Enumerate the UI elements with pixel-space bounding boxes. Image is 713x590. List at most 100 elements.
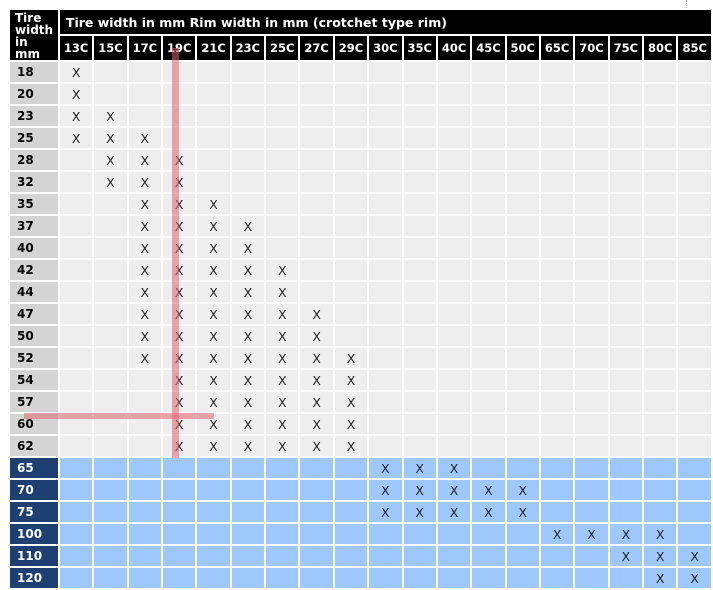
- table-cell: [229, 170, 267, 194]
- table-cell: [160, 500, 198, 524]
- table-cell: [538, 566, 576, 590]
- table-cell: [92, 368, 129, 392]
- table-body: 18 X 20 X 23 X X 25 X X X 28 X X X 32 X X X 35 X X X 37 X X X X 40 X X…: [8, 60, 713, 590]
- compatible-mark: X: [160, 346, 198, 370]
- table-cell: [298, 456, 335, 480]
- table-cell: [195, 500, 232, 524]
- table-cell: [504, 104, 541, 128]
- table-row: 35 X X X: [8, 192, 713, 216]
- table-cell: [332, 192, 370, 216]
- compatible-mark: X: [538, 522, 576, 546]
- table-cell: [367, 126, 404, 150]
- table-title: Tire width in mm Rim width in mm (crotch…: [57, 8, 713, 36]
- compatible-mark: X: [367, 456, 404, 480]
- table-cell: [676, 280, 713, 304]
- rim-width-25c: 25C: [264, 34, 301, 62]
- table-cell: [298, 280, 335, 304]
- table-cell: [367, 148, 404, 172]
- table-cell: [538, 104, 576, 128]
- table-cell: [470, 566, 507, 590]
- table-cell: [607, 280, 645, 304]
- rim-width-19c: 19C: [160, 34, 198, 62]
- table-cell: [332, 456, 370, 480]
- tire-width-label: 100: [8, 522, 60, 546]
- table-row: 54 X X X X X X: [8, 368, 713, 392]
- table-cell: [504, 258, 541, 282]
- compatible-mark: X: [126, 280, 164, 304]
- table-row: 20 X: [8, 82, 713, 106]
- compatible-mark: X: [229, 412, 267, 436]
- compatible-mark: X: [367, 478, 404, 502]
- table-cell: [504, 170, 541, 194]
- table-cell: [195, 104, 232, 128]
- table-cell: [264, 104, 301, 128]
- rim-width-13c: 13C: [57, 34, 95, 62]
- table-cell: [435, 258, 473, 282]
- table-cell: [607, 324, 645, 348]
- compatible-mark: X: [264, 434, 301, 458]
- table-cell: [538, 544, 576, 568]
- table-cell: [538, 500, 576, 524]
- table-cell: [229, 126, 267, 150]
- compatible-mark: X: [126, 302, 164, 326]
- compatible-mark: X: [229, 434, 267, 458]
- table-row: 50 X X X X X X: [8, 324, 713, 348]
- table-cell: [401, 214, 438, 238]
- table-cell: [573, 478, 610, 502]
- table-cell: [607, 368, 645, 392]
- compatible-mark: X: [401, 500, 438, 524]
- rim-width-21c: 21C: [195, 34, 232, 62]
- table-cell: [160, 82, 198, 106]
- table-cell: [607, 456, 645, 480]
- table-cell: [57, 346, 95, 370]
- compatible-mark: X: [470, 500, 507, 524]
- table-cell: [573, 302, 610, 326]
- table-row: 28 X X X: [8, 148, 713, 172]
- tire-width-label: 18: [8, 60, 60, 84]
- table-cell: [229, 478, 267, 502]
- table-cell: [607, 302, 645, 326]
- table-cell: [57, 544, 95, 568]
- tire-width-label: 50: [8, 324, 60, 348]
- rim-width-17c: 17C: [126, 34, 164, 62]
- table-cell: [573, 390, 610, 414]
- table-cell: [57, 214, 95, 238]
- table-cell: [470, 324, 507, 348]
- table-cell: [504, 214, 541, 238]
- table-cell: [401, 258, 438, 282]
- table-cell: [401, 368, 438, 392]
- table-cell: [470, 126, 507, 150]
- table-cell: [92, 302, 129, 326]
- tire-width-label: 52: [8, 346, 60, 370]
- table-cell: [676, 324, 713, 348]
- rim-width-80c: 80C: [642, 34, 679, 62]
- table-cell: [126, 566, 164, 590]
- table-cell: [126, 456, 164, 480]
- table-cell: [504, 126, 541, 150]
- table-cell: [676, 412, 713, 436]
- compatible-mark: X: [195, 434, 232, 458]
- compatible-mark: X: [229, 302, 267, 326]
- tire-width-label: 32: [8, 170, 60, 194]
- compatible-mark: X: [126, 346, 164, 370]
- table-cell: [504, 302, 541, 326]
- compatible-mark: X: [264, 412, 301, 436]
- table-cell: [676, 170, 713, 194]
- compatible-mark: X: [298, 390, 335, 414]
- table-cell: [470, 148, 507, 172]
- table-row: 18 X: [8, 60, 713, 84]
- table-cell: [367, 258, 404, 282]
- compatible-mark: X: [57, 60, 95, 84]
- table-cell: [538, 280, 576, 304]
- tire-width-label: 60: [8, 412, 60, 436]
- table-cell: [573, 82, 610, 106]
- table-cell: [435, 236, 473, 260]
- table-row: 40 X X X X: [8, 236, 713, 260]
- table-cell: [57, 324, 95, 348]
- compatible-mark: X: [126, 324, 164, 348]
- table-cell: [367, 60, 404, 84]
- table-cell: [470, 456, 507, 480]
- table-cell: [642, 280, 679, 304]
- table-cell: [367, 522, 404, 546]
- table-cell: [504, 544, 541, 568]
